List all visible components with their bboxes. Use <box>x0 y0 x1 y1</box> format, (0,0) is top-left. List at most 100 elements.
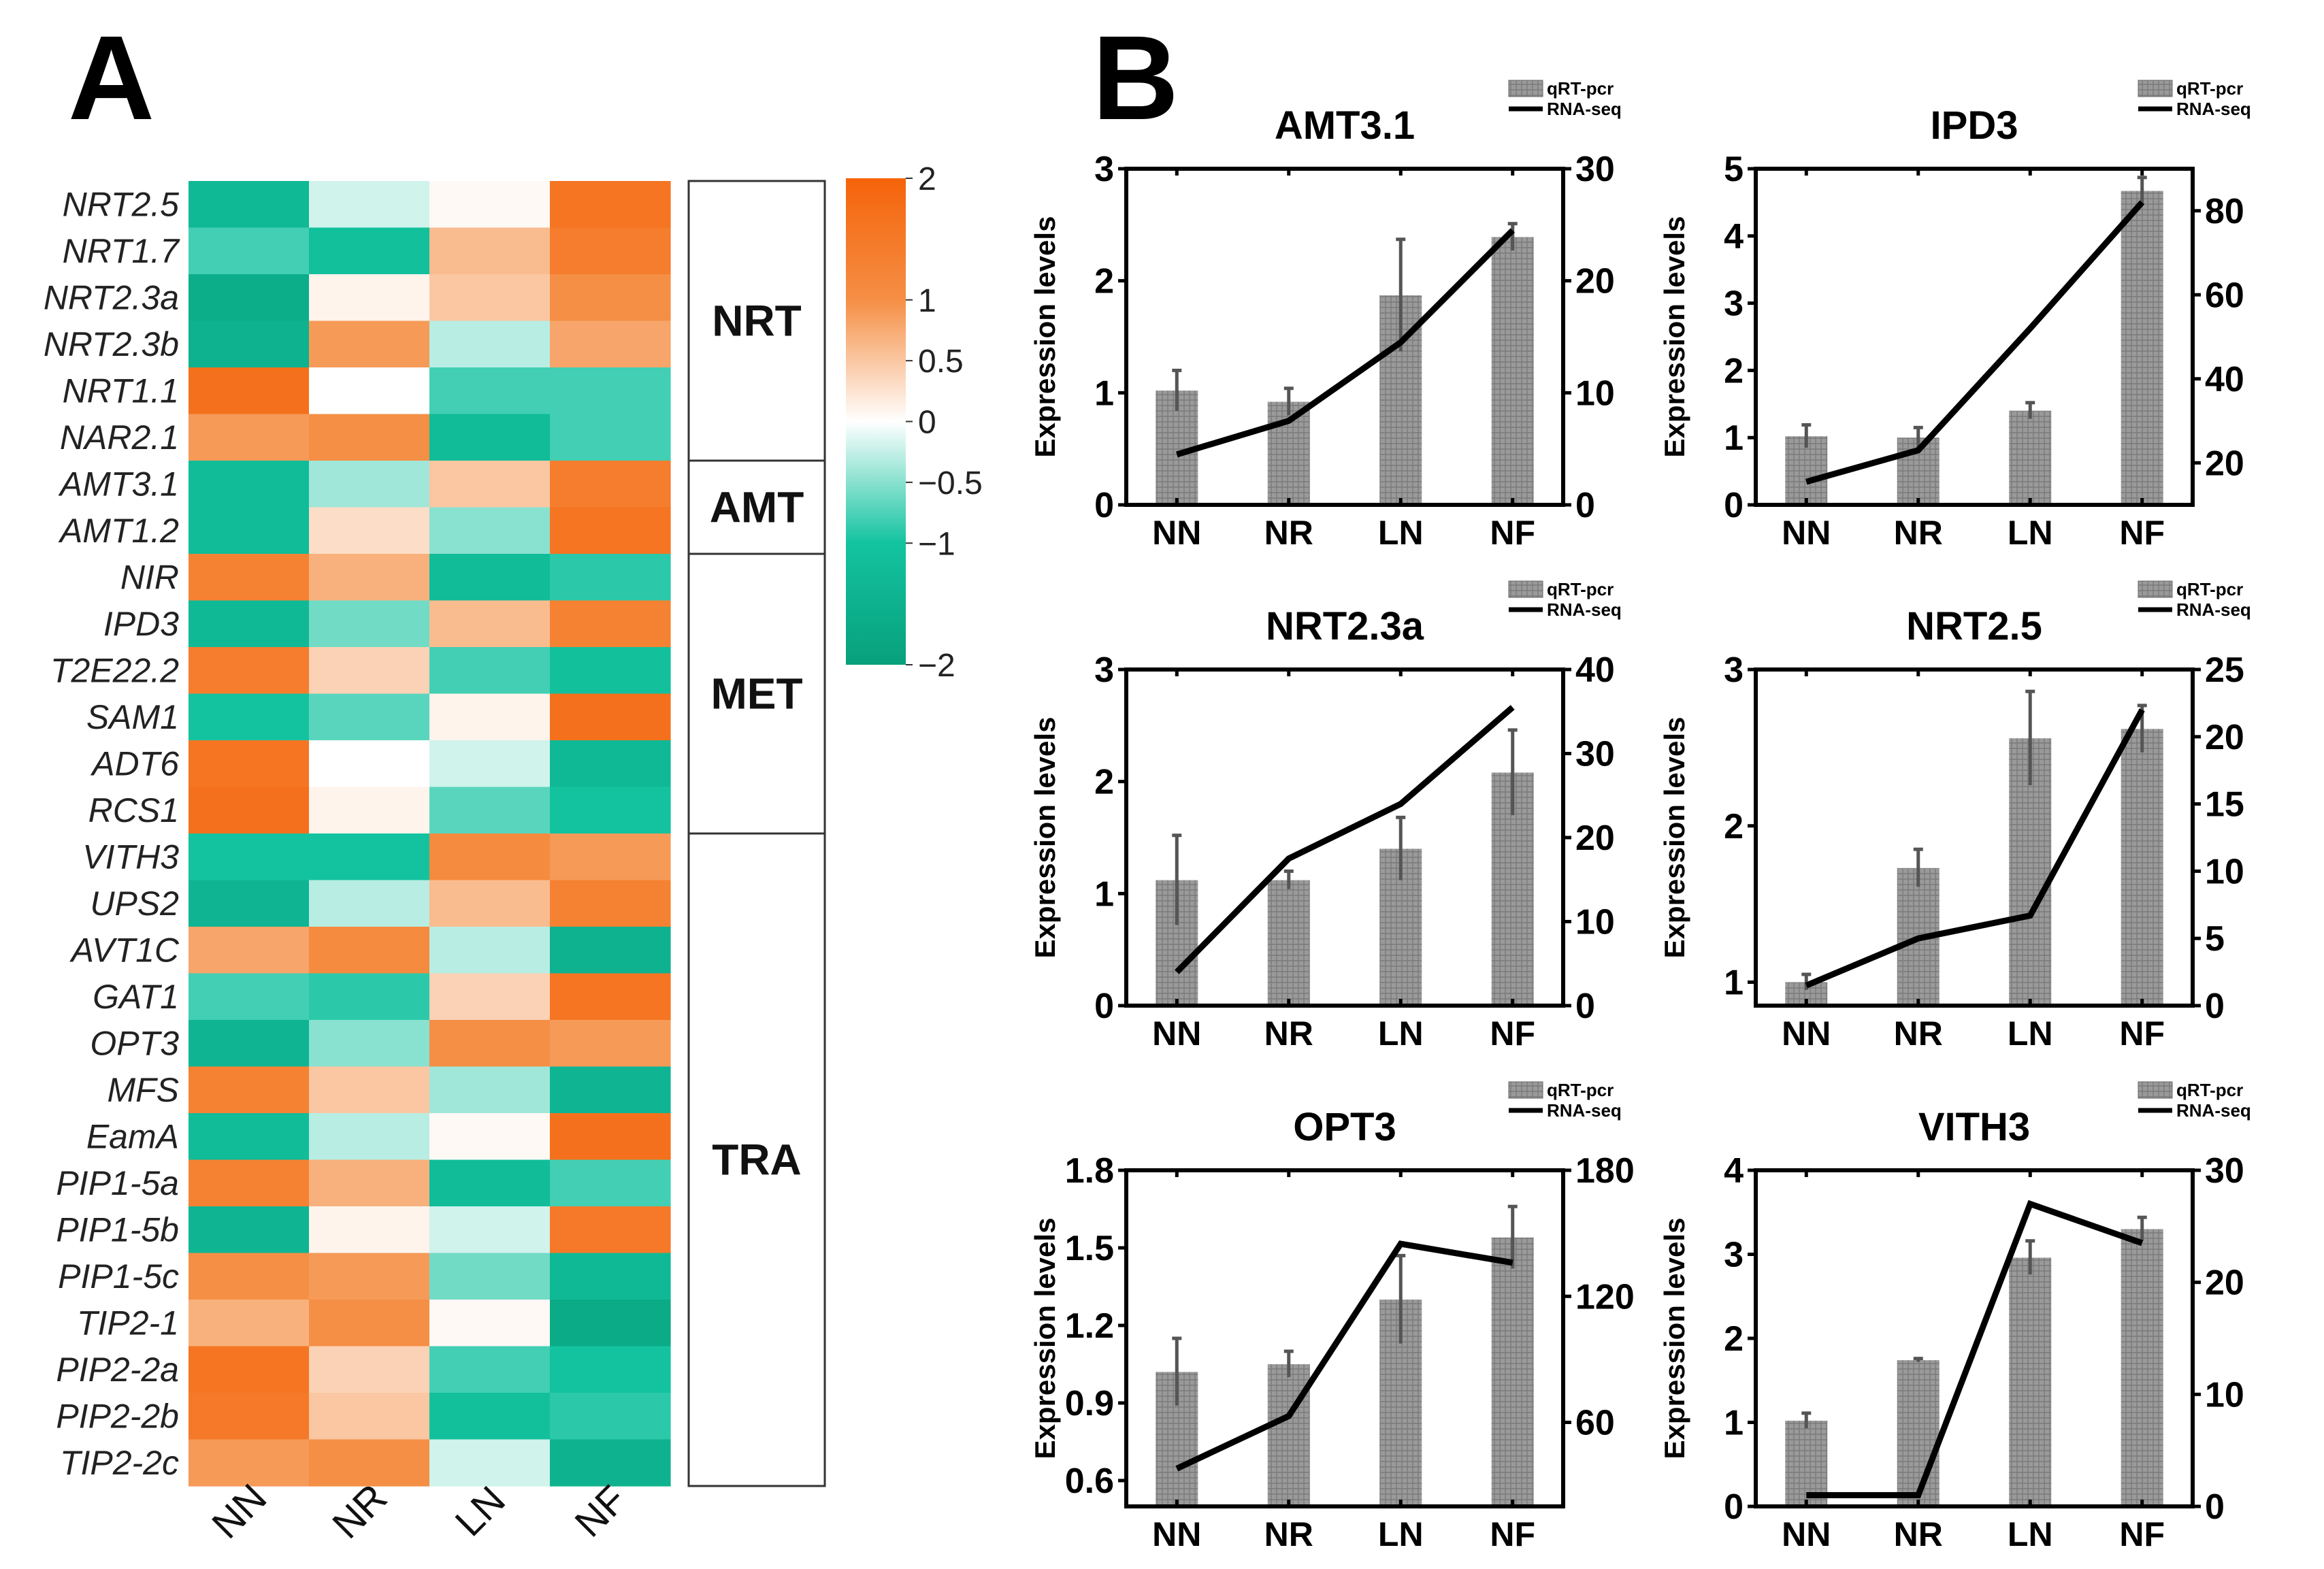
colorbar-tick-label: 1 <box>918 283 936 319</box>
legend-line-label: RNA-seq <box>1547 1100 1622 1121</box>
right-tick-label: 10 <box>1575 374 1615 413</box>
heatmap-cell <box>550 181 671 229</box>
heatmap-cell <box>550 1159 671 1207</box>
gene-label: PIP2-2a <box>56 1351 179 1389</box>
left-tick-label: 0.9 <box>1065 1384 1114 1423</box>
heatmap-cell <box>309 787 430 834</box>
heatmap-cell <box>189 320 310 368</box>
panel-b-letter: B <box>1092 12 1179 145</box>
x-tick-label: NN <box>1782 1515 1831 1553</box>
x-tick-label: NF <box>2119 1014 2165 1053</box>
gene-label: AMT3.1 <box>58 465 179 503</box>
group-label: TRA <box>712 1136 802 1185</box>
heatmap-cell <box>550 1300 671 1347</box>
heatmap-cell <box>550 600 671 648</box>
heatmap-row <box>189 181 671 229</box>
heatmap-cell <box>189 880 310 927</box>
heatmap-row <box>189 1300 671 1347</box>
heatmap-cell <box>550 880 671 927</box>
subplot-title: VITH3 <box>1918 1105 2030 1149</box>
heatmap-cell <box>189 647 310 695</box>
heatmap-cell <box>309 1020 430 1068</box>
rnaseq-line <box>1175 705 1515 974</box>
left-tick-label: 1 <box>1094 874 1114 914</box>
gene-label: OPT3 <box>90 1024 179 1062</box>
legend-bar-label: qRT-pcr <box>1547 1080 1614 1100</box>
heatmap-cell <box>189 1066 310 1114</box>
heatmap-cell <box>309 927 430 974</box>
heatmap-row <box>189 880 671 927</box>
heatmap-cell <box>429 554 551 601</box>
heatmap-cell <box>309 693 430 741</box>
y-axis-label: Expression levels <box>1658 216 1690 458</box>
colorbar-tick-label: 0.5 <box>918 344 964 380</box>
right-tick-label: 40 <box>1575 650 1615 690</box>
heatmap-cell <box>429 787 551 834</box>
plot-frame <box>1754 667 2195 1008</box>
left-tick-label: 3 <box>1094 650 1114 690</box>
right-tick-label: 60 <box>1575 1404 1615 1443</box>
gene-label: GAT1 <box>93 978 179 1016</box>
heatmap-cell <box>309 461 430 508</box>
plot-frame <box>1124 167 1565 507</box>
heatmap-cell <box>189 787 310 834</box>
rnaseq-line <box>1175 228 1515 458</box>
gene-label: NRT2.3a <box>44 278 179 316</box>
legend-bar-swatch <box>1508 580 1543 598</box>
heatmap-cell <box>309 1393 430 1440</box>
heatmap-row <box>189 647 671 695</box>
right-tick-label: 180 <box>1575 1151 1635 1191</box>
gene-label: MFS <box>107 1071 179 1109</box>
x-tick-label: LN <box>2008 1515 2053 1553</box>
heatmap-cell <box>189 274 310 322</box>
heatmap-row <box>189 1066 671 1114</box>
x-tick-label: NF <box>1490 514 1535 552</box>
heatmap-cell <box>429 414 551 461</box>
heatmap-cell <box>309 833 430 881</box>
heatmap-row <box>189 1253 671 1300</box>
heatmap-cell <box>550 554 671 601</box>
heatmap-row <box>189 693 671 741</box>
heatmap-cell <box>189 1159 310 1207</box>
left-tick-label: 1.8 <box>1065 1151 1114 1191</box>
heatmap-cell <box>309 227 430 275</box>
heatmap-cell <box>309 880 430 927</box>
heatmap-cell <box>309 647 430 695</box>
x-tick-label: NR <box>1264 1515 1313 1553</box>
legend-line-label: RNA-seq <box>2176 599 2251 620</box>
heatmap-cell <box>309 1206 430 1254</box>
left-tick-label: 3 <box>1724 1236 1744 1275</box>
left-tick-label: 1 <box>1724 963 1744 1003</box>
gene-label: NIR <box>120 558 179 596</box>
x-tick-label: NF <box>2119 1515 2165 1553</box>
gene-label: NRT2.5 <box>63 185 180 223</box>
heatmap-cell <box>189 1393 310 1440</box>
heatmap-cell <box>189 1253 310 1300</box>
heatmap-cell <box>189 1206 310 1254</box>
left-tick-label: 1 <box>1724 418 1744 458</box>
heatmap-cell <box>429 1020 551 1068</box>
left-tick-label: 2 <box>1094 262 1114 301</box>
gene-label: UPS2 <box>90 885 179 923</box>
right-tick-label: 10 <box>2205 852 2244 891</box>
gene-label: NRT2.3b <box>44 325 179 363</box>
heatmap-cell <box>550 1253 671 1300</box>
qrt-bar <box>1897 1360 1940 1506</box>
gene-label: SAM1 <box>86 698 179 736</box>
qrt-bar <box>1267 880 1310 1006</box>
x-tick-label: NN <box>1152 514 1201 552</box>
right-tick-label: 120 <box>1575 1277 1635 1317</box>
legend-line-label: RNA-seq <box>2176 1100 2251 1121</box>
legend-line-label: RNA-seq <box>1547 599 1622 620</box>
left-tick-label: 0 <box>1094 486 1114 525</box>
left-tick-label: 4 <box>1724 1151 1744 1191</box>
heatmap-cell <box>309 320 430 368</box>
right-tick-label: 10 <box>2205 1375 2244 1415</box>
heatmap-cell <box>309 973 430 1021</box>
heatmap-row <box>189 554 671 601</box>
heatmap-cell <box>429 1300 551 1347</box>
heatmap-cell <box>550 973 671 1021</box>
heatmap-cell <box>550 461 671 508</box>
